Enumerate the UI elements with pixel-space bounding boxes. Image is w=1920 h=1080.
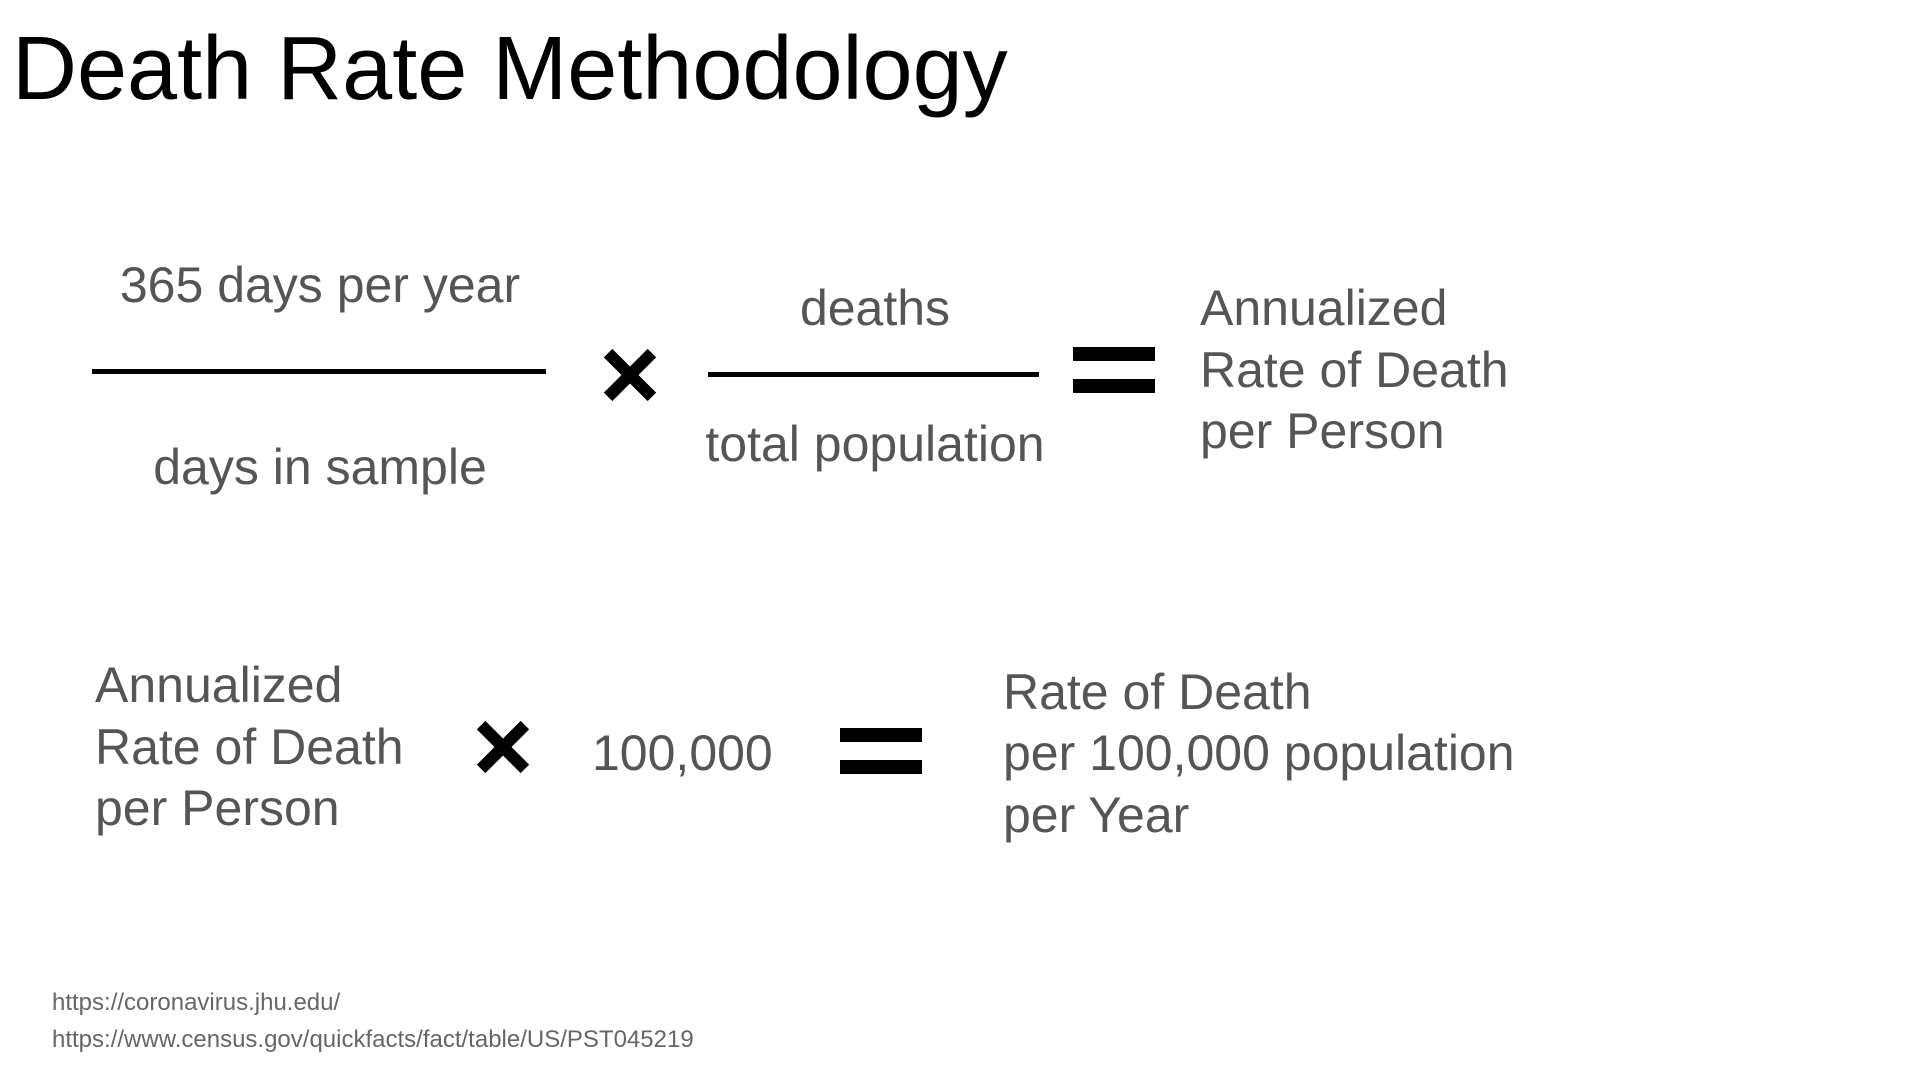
- result-line-1: Rate of Death: [1003, 664, 1312, 720]
- result-line-3: per Person: [1200, 403, 1445, 459]
- result-line-2: Rate of Death: [1200, 342, 1509, 398]
- fraction-1-numerator: 365 days per year: [119, 257, 521, 313]
- equals-icon: [840, 728, 922, 774]
- fraction-2-bar: [708, 372, 1039, 377]
- slide-title: Death Rate Methodology: [12, 19, 1008, 119]
- fraction-2-numerator: deaths: [799, 280, 951, 336]
- left-line-1: Annualized: [95, 657, 343, 713]
- multiplier-value: 100,000: [592, 725, 773, 781]
- source-link[interactable]: https://www.census.gov/quickfacts/fact/t…: [52, 1026, 694, 1053]
- result-line-3: per Year: [1003, 787, 1190, 843]
- multiply-icon: [603, 348, 657, 402]
- result-line-2: per 100,000 population: [1003, 725, 1515, 781]
- result-line-1: Annualized: [1200, 280, 1448, 336]
- source-link[interactable]: https://coronavirus.jhu.edu/: [52, 989, 341, 1016]
- left-line-2: Rate of Death: [95, 719, 404, 775]
- fraction-2-denominator: total population: [705, 416, 1045, 472]
- equals-icon: [1073, 347, 1155, 393]
- fraction-1-denominator: days in sample: [153, 439, 487, 495]
- multiply-icon: [476, 720, 530, 774]
- left-line-3: per Person: [95, 780, 340, 836]
- fraction-1-bar: [92, 369, 546, 374]
